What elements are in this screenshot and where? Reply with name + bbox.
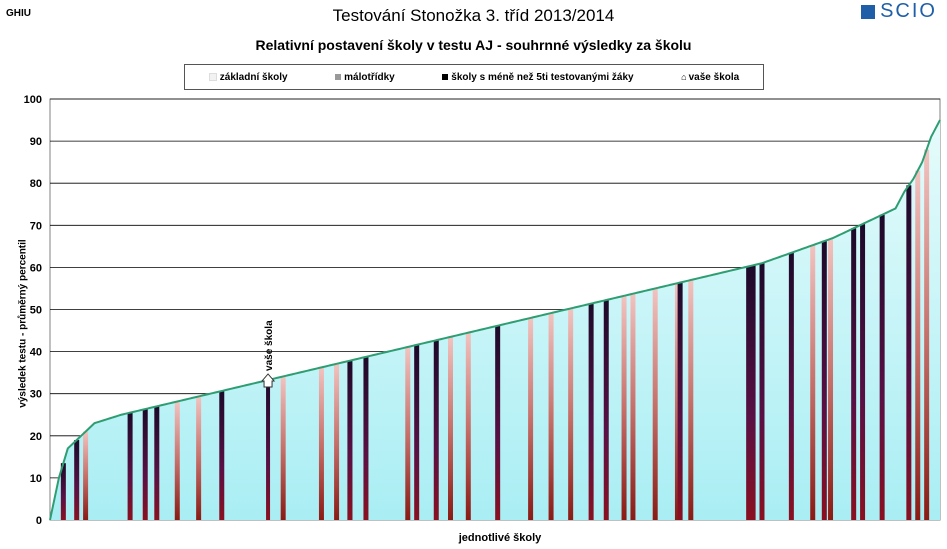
small-class-school-bar — [465, 332, 471, 520]
results-curve — [49, 119, 941, 521]
small-class-school-bar — [688, 280, 694, 520]
few-pupils-school-bar — [879, 214, 885, 520]
x-axis-label: jednotlivé školy — [458, 532, 542, 544]
chart-legend: základní školy málotřídky školy s méně n… — [184, 64, 764, 90]
small-class-school-bar — [528, 317, 534, 520]
legend-swatch-small-class — [335, 74, 342, 80]
chart-subtitle: Relativní postavení školy v testu AJ - s… — [255, 37, 692, 53]
y-tick-label: 30 — [30, 389, 42, 401]
small-class-school-bar — [196, 396, 202, 520]
small-class-school-bar — [621, 295, 627, 520]
small-class-school-bar — [924, 149, 930, 520]
y-tick-label: 50 — [30, 305, 42, 317]
school-code: GHIU — [6, 8, 31, 19]
y-tick-label: 80 — [30, 178, 42, 190]
few-pupils-school-bar — [347, 360, 353, 520]
small-class-school-bar — [915, 170, 921, 520]
few-pupils-school-bar — [219, 390, 225, 520]
legend-item-basic-schools: základní školy — [208, 71, 288, 83]
legend-item-your-school: ⌂ vaše škola — [681, 72, 739, 83]
few-pupils-school-bar — [363, 356, 369, 520]
few-pupils-school-bar — [860, 224, 866, 521]
few-pupils-school-bar — [851, 228, 857, 520]
y-tick-label: 20 — [30, 431, 42, 443]
y-tick-label: 40 — [30, 347, 42, 359]
small-class-school-bar — [828, 238, 834, 520]
logo-mark-icon — [861, 4, 876, 19]
scio-logo: SCIO — [861, 0, 937, 23]
few-pupils-school-bar — [127, 412, 133, 520]
y-tick-label: 60 — [30, 262, 42, 274]
small-class-school-bar — [334, 363, 340, 520]
small-class-school-bar — [318, 367, 324, 520]
few-pupils-school-bar — [821, 241, 827, 520]
logo-text: SCIO — [880, 0, 937, 22]
few-pupils-school-bar — [60, 463, 66, 520]
few-pupils-school-bar — [433, 340, 439, 520]
small-class-school-bar — [83, 431, 89, 520]
small-class-school-bar — [448, 336, 453, 520]
legend-swatch-basic — [208, 73, 217, 81]
small-class-school-bar — [174, 401, 180, 520]
few-pupils-school-bar — [588, 303, 594, 520]
few-pupils-school-bar — [746, 266, 752, 520]
legend-label-small-class: málotřídky — [344, 71, 395, 83]
few-pupils-school-bar — [74, 440, 80, 520]
small-class-school-bar — [652, 288, 658, 520]
few-pupils-school-bar — [142, 409, 148, 520]
y-tick-label: 70 — [30, 220, 42, 232]
few-pupils-school-bar — [414, 344, 420, 520]
house-icon: ⌂ — [681, 72, 687, 82]
legend-item-small-class-schools: málotřídky — [335, 72, 395, 83]
legend-item-few-pupils-schools: školy s méně než 5ti testovanými žáky — [442, 71, 634, 83]
legend-label-few-pupils: školy s méně než 5ti testovanými žáky — [451, 71, 634, 83]
y-tick-label: 90 — [30, 136, 42, 148]
legend-label-your-school: vaše škola — [688, 71, 740, 83]
basic-schools-area — [50, 120, 940, 521]
few-pupils-school-bar — [759, 263, 765, 520]
few-pupils-school-bar — [906, 185, 912, 520]
legend-label-basic: základní školy — [219, 71, 288, 83]
small-class-school-bar — [674, 283, 680, 520]
small-class-school-bar — [405, 346, 411, 520]
small-class-school-bar — [568, 308, 574, 520]
your-school-bar — [266, 378, 271, 520]
small-class-school-bar — [280, 376, 286, 520]
few-pupils-school-bar — [750, 265, 756, 520]
y-tick-label: 0 — [36, 515, 42, 527]
small-class-school-bar — [630, 293, 636, 520]
few-pupils-school-bar — [495, 325, 501, 520]
small-class-school-bar — [810, 245, 816, 520]
your-school-label: vaše škola — [264, 320, 275, 371]
few-pupils-school-bar — [788, 252, 794, 520]
legend-swatch-few-pupils — [442, 74, 449, 80]
few-pupils-school-bar — [677, 282, 683, 520]
y-tick-label: 100 — [24, 94, 42, 106]
page-title: Testování Stonožka 3. tříd 2013/2014 — [332, 6, 615, 25]
house-icon — [260, 373, 276, 388]
few-pupils-school-bar — [603, 300, 609, 520]
y-axis-label: výsledek testu - průměrný percentil — [17, 239, 29, 408]
few-pupils-school-bar — [154, 406, 160, 520]
small-class-school-bar — [548, 313, 554, 520]
y-tick-label: 10 — [30, 473, 42, 485]
